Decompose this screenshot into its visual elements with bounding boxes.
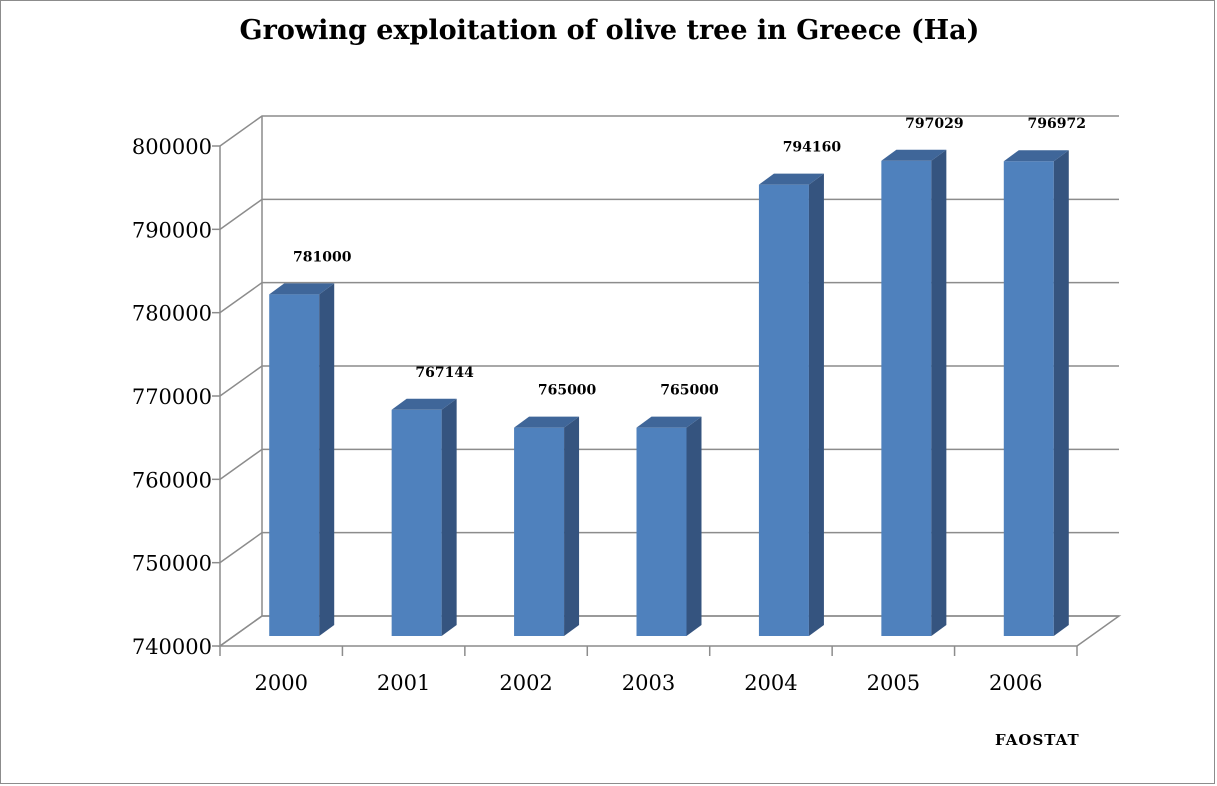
- bar-side: [441, 398, 457, 636]
- bar-side: [686, 416, 702, 636]
- data-label: 781000: [293, 249, 352, 265]
- chart-source: FAOSTAT: [995, 731, 1080, 749]
- gridline: [219, 365, 1119, 397]
- y-tick-label: 790000: [132, 218, 212, 242]
- x-tick-label: 2000: [254, 671, 307, 695]
- bar-top: [391, 398, 457, 410]
- gridline: [219, 448, 1119, 480]
- y-tick-labels: 740000 750000 760000 770000 780000 790000 8000…: [132, 135, 212, 659]
- bar-side: [1053, 150, 1069, 636]
- x-tick-label: 2001: [377, 671, 430, 695]
- gridline: [219, 615, 1119, 647]
- bar-front: [881, 160, 932, 636]
- bar-top: [758, 173, 824, 185]
- bar-top: [1003, 150, 1069, 162]
- y-tick-label: 800000: [132, 135, 212, 159]
- bar-side: [808, 173, 824, 636]
- chart-title: Growing exploitation of olive tree in Gr…: [239, 15, 980, 46]
- gridline: [219, 281, 1119, 314]
- y-tick-label: 760000: [132, 468, 212, 492]
- bar-side: [319, 283, 335, 636]
- bar-side: [931, 149, 947, 636]
- bar-front: [514, 427, 565, 636]
- data-labels: 781000 767144 765000 765000 794160 797029 7969…: [293, 116, 1086, 399]
- x-tick-label: 2005: [867, 671, 920, 695]
- bars: [269, 149, 1069, 636]
- data-label: 765000: [660, 383, 719, 399]
- x-tick-label: 2003: [622, 671, 675, 695]
- x-tick-label: 2006: [989, 671, 1042, 695]
- y-tick-label: 750000: [132, 552, 212, 576]
- data-label: 797029: [905, 116, 963, 132]
- y-tick-label: 770000: [132, 385, 212, 409]
- gridline: [219, 115, 1119, 147]
- bar-side: [564, 416, 580, 636]
- bar-front: [636, 427, 687, 636]
- bar-top: [881, 149, 947, 161]
- y-tick-label: 780000: [132, 302, 212, 326]
- bar-top: [269, 283, 335, 295]
- data-label: 794160: [783, 140, 842, 156]
- y-tick-label: 740000: [132, 635, 212, 659]
- bar-front: [758, 184, 809, 636]
- bar-top: [514, 416, 580, 428]
- data-label: 796972: [1028, 116, 1086, 132]
- bar-front: [269, 294, 320, 636]
- bar-front: [1003, 161, 1054, 636]
- bar-front: [391, 409, 442, 636]
- x-tick-labels: 2000 2001 2002 2003 2004 2005 2006: [254, 671, 1042, 695]
- bar-top: [636, 416, 702, 428]
- gridline: [219, 198, 1119, 230]
- data-label: 765000: [538, 383, 597, 399]
- data-label: 767144: [415, 365, 474, 381]
- x-tick-label: 2004: [744, 671, 797, 695]
- x-tick-label: 2002: [499, 671, 552, 695]
- axes: [212, 145, 1078, 656]
- gridline: [219, 531, 1119, 564]
- gridlines: [219, 115, 1119, 647]
